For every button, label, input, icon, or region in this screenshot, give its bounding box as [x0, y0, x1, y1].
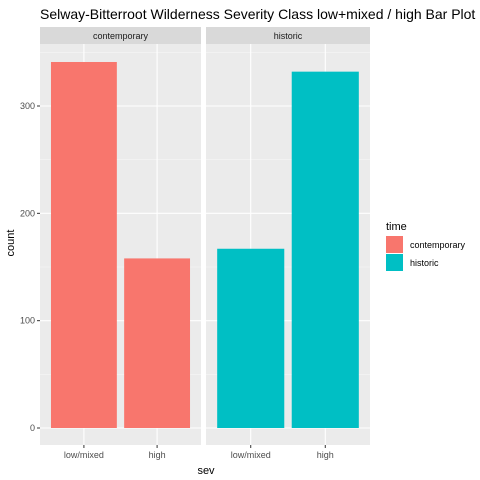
y-axis: 0 100 200 300 — [20, 101, 40, 433]
x-tick-label: low/mixed — [64, 450, 104, 460]
x-axis-title: sev — [197, 465, 215, 477]
facet-strip-label: contemporary — [93, 31, 149, 41]
facet-strip — [40, 27, 201, 44]
bar-historic-low-mixed — [217, 248, 285, 428]
legend-label-historic: historic — [410, 258, 439, 268]
facet-strip — [206, 27, 370, 44]
facet-strip-label: historic — [274, 31, 303, 41]
legend: time contemporary historic — [386, 221, 466, 271]
legend-title: time — [386, 221, 407, 233]
y-tick-label: 0 — [30, 423, 35, 433]
chart-title: Selway-Bitterroot Wilderness Severity Cl… — [40, 6, 475, 22]
x-tick-label: high — [149, 450, 166, 460]
facet-panel-historic: historic — [206, 27, 370, 445]
legend-key-contemporary — [386, 236, 403, 253]
x-tick-label: high — [317, 450, 334, 460]
facet-panels: contemporary historic — [40, 27, 370, 445]
x-tick-label: low/mixed — [231, 450, 271, 460]
y-axis-title: count — [5, 230, 17, 257]
y-tick-label: 100 — [20, 316, 35, 326]
legend-label-contemporary: contemporary — [410, 240, 466, 250]
bar-historic-high — [291, 71, 359, 429]
legend-key-historic — [386, 254, 403, 271]
y-tick-label: 200 — [20, 208, 35, 218]
facet-panel-contemporary: contemporary — [40, 27, 201, 445]
bar-contemporary-high — [124, 258, 191, 428]
y-tick-label: 300 — [20, 101, 35, 111]
bar-contemporary-low-mixed — [50, 61, 117, 428]
x-axis: low/mixed high low/mixed high — [64, 445, 334, 460]
